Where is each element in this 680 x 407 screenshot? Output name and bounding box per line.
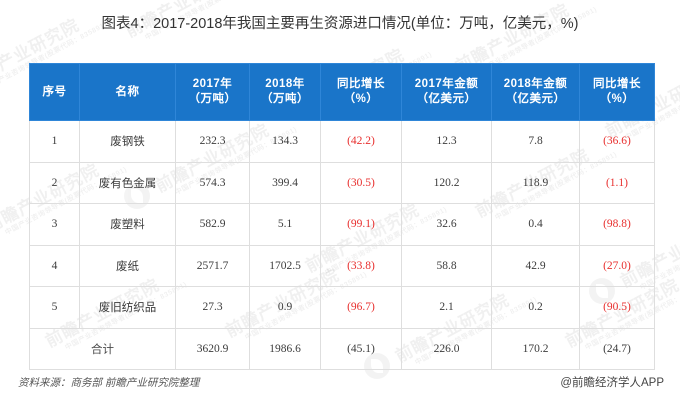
- cell-amount-2017: 12.3: [401, 120, 492, 163]
- column-header-volume-2018: 2018年 （万吨）: [249, 63, 321, 121]
- header-line1: 2018年: [265, 78, 305, 90]
- column-header-amount-2018: 2018年金额 （亿美元）: [491, 63, 580, 121]
- header-line1: 同比增长: [593, 78, 641, 90]
- table-total-row: 合计 3620.9 1986.6 (45.1) 226.0 170.2 (24.…: [29, 327, 655, 370]
- cell-index: 3: [29, 203, 80, 246]
- cell-volume-2018: 134.3: [249, 120, 321, 163]
- header-line1: 同比增长: [337, 78, 385, 90]
- header-row: 序号 名称 2017年 （万吨） 2018年 （万吨） 同比增长 （%） 201…: [29, 63, 655, 121]
- table-body: 1 废钢铁 232.3 134.3 (42.2) 12.3 7.8 (36.6)…: [29, 120, 655, 370]
- column-header-amount-2017: 2017年金额 （亿美元）: [401, 63, 492, 121]
- header-line2: （%）: [343, 93, 379, 105]
- cell-total-amount-2018: 170.2: [491, 327, 580, 370]
- cell-volume-2017: 574.3: [175, 161, 250, 204]
- cell-volume-growth: (96.7): [320, 286, 402, 329]
- cell-total-label: 合计: [29, 327, 176, 370]
- table-row: 5 废旧纺织品 27.3 0.9 (96.7) 2.1 0.2 (90.5): [29, 286, 655, 329]
- cell-index: 1: [29, 120, 80, 163]
- table-row: 3 废塑料 582.9 5.1 (99.1) 32.6 0.4 (98.8): [29, 203, 655, 246]
- cell-volume-growth: (33.8): [320, 244, 402, 287]
- cell-amount-2017: 2.1: [401, 286, 492, 329]
- cell-volume-growth: (99.1): [320, 203, 402, 246]
- header-line1: 2017年: [192, 78, 233, 90]
- cell-total-amount-growth: (24.7): [579, 327, 655, 370]
- column-header-volume-2017: 2017年 （万吨）: [175, 63, 250, 121]
- table-row: 2 废有色金属 574.3 399.4 (30.5) 120.2 118.9 (…: [29, 161, 655, 204]
- header-line1: 序号: [42, 85, 67, 98]
- header-line1: 2017年金额: [414, 78, 479, 90]
- cell-volume-2018: 5.1: [249, 203, 321, 246]
- cell-total-volume-2017: 3620.9: [175, 327, 250, 370]
- cell-amount-2017: 32.6: [401, 203, 492, 246]
- cell-amount-growth: (36.6): [579, 120, 655, 163]
- cell-volume-growth: (30.5): [320, 161, 402, 204]
- cell-name: 废纸: [79, 244, 176, 287]
- cell-name: 废钢铁: [79, 120, 176, 163]
- cell-total-volume-growth: (45.1): [320, 327, 402, 370]
- cell-name: 废旧纺织品: [79, 286, 176, 329]
- cell-amount-2017: 58.8: [401, 244, 492, 287]
- cell-amount-2018: 118.9: [491, 161, 580, 204]
- header-line2: （万吨）: [188, 93, 237, 105]
- cell-index: 4: [29, 244, 80, 287]
- cell-volume-2017: 582.9: [175, 203, 250, 246]
- table-row: 4 废纸 2571.7 1702.5 (33.8) 58.8 42.9 (27.…: [29, 244, 655, 287]
- table-row: 1 废钢铁 232.3 134.3 (42.2) 12.3 7.8 (36.6): [29, 120, 655, 163]
- cell-index: 2: [29, 161, 80, 204]
- header-line2: （亿美元）: [416, 93, 477, 105]
- cell-name: 废有色金属: [79, 161, 176, 204]
- cell-total-amount-2017: 226.0: [401, 327, 492, 370]
- header-line1: 名称: [115, 85, 140, 98]
- cell-volume-2018: 0.9: [249, 286, 321, 329]
- column-header-name: 名称: [79, 63, 176, 121]
- cell-volume-2017: 232.3: [175, 120, 250, 163]
- cell-volume-2018: 1702.5: [249, 244, 321, 287]
- table-header: 序号 名称 2017年 （万吨） 2018年 （万吨） 同比增长 （%） 201…: [29, 63, 655, 121]
- app-credit: @前瞻经济学人APP: [560, 377, 664, 389]
- cell-amount-growth: (90.5): [579, 286, 655, 329]
- cell-total-volume-2018: 1986.6: [249, 327, 321, 370]
- page-title: 图表4：2017-2018年我国主要再生资源进口情况(单位：万吨，亿美元，%): [101, 16, 579, 32]
- cell-amount-growth: (1.1): [579, 161, 655, 204]
- source-note: 资料来源：商务部 前瞻产业研究院整理: [18, 377, 200, 389]
- cell-amount-2017: 120.2: [401, 161, 492, 204]
- cell-amount-2018: 7.8: [491, 120, 580, 163]
- header-line2: （%）: [599, 93, 635, 105]
- column-header-volume-growth: 同比增长 （%）: [320, 63, 402, 121]
- cell-name: 废塑料: [79, 203, 176, 246]
- column-header-index: 序号: [29, 63, 80, 121]
- header-line2: （亿美元）: [505, 93, 566, 105]
- cell-volume-2017: 27.3: [175, 286, 250, 329]
- cell-volume-2017: 2571.7: [175, 244, 250, 287]
- cell-volume-growth: (42.2): [320, 120, 402, 163]
- cell-amount-2018: 42.9: [491, 244, 580, 287]
- header-line1: 2018年金额: [503, 78, 568, 90]
- cell-amount-2018: 0.4: [491, 203, 580, 246]
- cell-amount-2018: 0.2: [491, 286, 580, 329]
- column-header-amount-growth: 同比增长 （%）: [579, 63, 655, 121]
- cell-index: 5: [29, 286, 80, 329]
- header-line2: （万吨）: [261, 93, 309, 105]
- cell-volume-2018: 399.4: [249, 161, 321, 204]
- cell-amount-growth: (27.0): [579, 244, 655, 287]
- cell-amount-growth: (98.8): [579, 203, 655, 246]
- recycled-resource-import-table: 序号 名称 2017年 （万吨） 2018年 （万吨） 同比增长 （%） 201…: [29, 63, 655, 370]
